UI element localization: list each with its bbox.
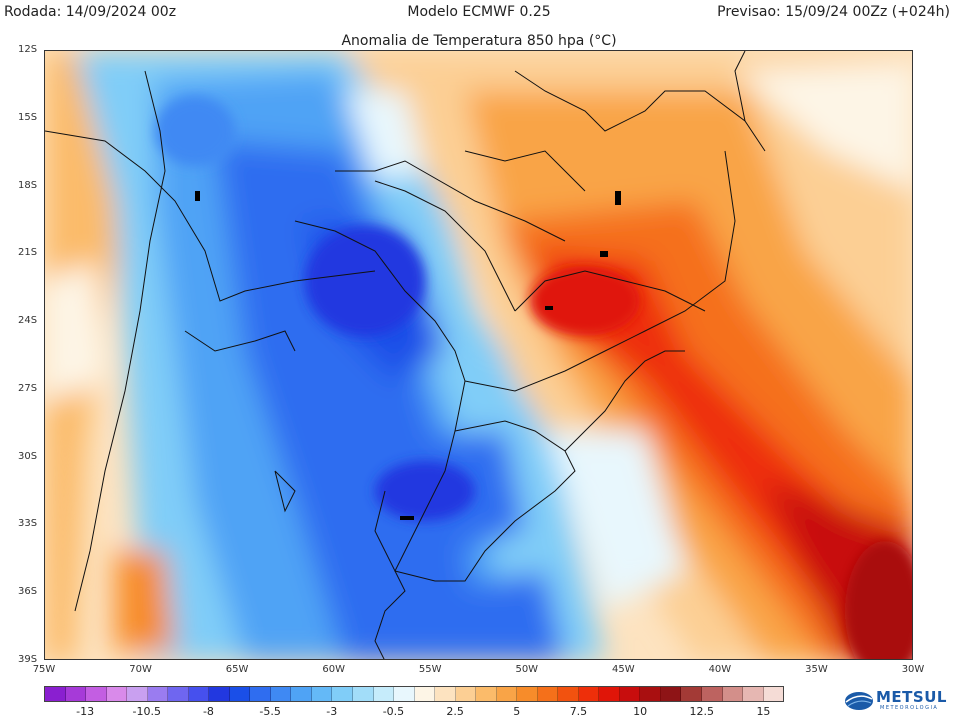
colorbar-swatch bbox=[496, 687, 518, 701]
anomaly-field bbox=[45, 51, 912, 659]
colorbar-swatch bbox=[681, 687, 702, 701]
lat-label: 15S bbox=[18, 111, 38, 123]
colorbar-swatch bbox=[229, 687, 251, 701]
colorbar-swatch bbox=[476, 687, 497, 701]
colorbar-swatch bbox=[640, 687, 661, 701]
lat-label: 27S bbox=[18, 382, 38, 394]
globe-icon bbox=[845, 692, 873, 710]
colorbar-swatch bbox=[537, 687, 559, 701]
metsul-logo: METSUL METEOROLOGIA bbox=[842, 688, 954, 716]
model-name: Modelo ECMWF 0.25 bbox=[407, 4, 551, 20]
colorbar-swatch bbox=[45, 687, 66, 701]
colorbar-swatch bbox=[209, 687, 230, 701]
colorbar-swatch bbox=[106, 687, 128, 701]
colorbar-swatch bbox=[147, 687, 169, 701]
colorbar-tick-label: -8 bbox=[202, 705, 214, 718]
colorbar-swatch bbox=[763, 687, 784, 701]
colorbar-tick-label: 5 bbox=[513, 705, 521, 718]
map-title: Anomalia de Temperatura 850 hpa (°C) bbox=[341, 33, 617, 49]
colorbar-swatch bbox=[578, 687, 600, 701]
cold-core-detail bbox=[155, 96, 912, 659]
colorbar-swatch bbox=[127, 687, 148, 701]
lat-label: 18S bbox=[18, 179, 38, 191]
colorbar-swatch bbox=[435, 687, 456, 701]
colorbar-tick-label: -0.5 bbox=[382, 705, 405, 718]
lon-label: 40W bbox=[708, 664, 732, 675]
colorbar-swatch bbox=[291, 687, 312, 701]
colorbar-swatch bbox=[373, 687, 395, 701]
colorbar-swatch bbox=[558, 687, 579, 701]
lon-label: 65W bbox=[225, 664, 249, 675]
colorbar-swatch bbox=[65, 687, 87, 701]
lat-label: 33S bbox=[18, 518, 38, 530]
colorbar-swatch bbox=[188, 687, 210, 701]
colorbar-swatch bbox=[394, 687, 415, 701]
lat-label: 12S bbox=[18, 44, 38, 55]
colorbar-tick-label: -5.5 bbox=[259, 705, 281, 718]
colorbar-tick-label: 2.5 bbox=[446, 705, 464, 718]
colorbar-swatch bbox=[599, 687, 620, 701]
colorbar-tick-label: 7.5 bbox=[569, 705, 588, 718]
colorbar-tick-label: -13 bbox=[76, 705, 95, 718]
lat-label: 39S bbox=[18, 654, 38, 665]
colorbar-swatch bbox=[722, 687, 744, 701]
colorbar-swatch bbox=[311, 687, 333, 701]
lon-label: 75W bbox=[32, 664, 56, 675]
colorbar-tick-label: -3 bbox=[326, 705, 338, 718]
colorbar-tick-label: 15 bbox=[756, 705, 771, 718]
lat-label: 21S bbox=[18, 247, 38, 259]
lon-label: 30W bbox=[901, 664, 925, 675]
forecast-time: Previsao: 15/09/24 00Zz (+024h) bbox=[717, 4, 950, 20]
logo-subtitle: METEOROLOGIA bbox=[880, 705, 939, 711]
colorbar-swatch bbox=[743, 687, 764, 701]
colorbar-tick-label: 10 bbox=[633, 705, 648, 718]
colorbar-swatch bbox=[86, 687, 107, 701]
colorbar-swatch bbox=[702, 687, 723, 701]
colorbar-swatch bbox=[414, 687, 436, 701]
lon-label: 35W bbox=[805, 664, 828, 675]
run-date: Rodada: 14/09/2024 00z bbox=[4, 4, 177, 20]
lon-label: 45W bbox=[612, 664, 635, 675]
lat-label: 36S bbox=[18, 586, 38, 598]
colorbar-tick-label: 12.5 bbox=[689, 705, 715, 718]
colorbar-tick-label: -10.5 bbox=[132, 705, 161, 718]
colorbar-swatch bbox=[455, 687, 477, 701]
lon-label: 70W bbox=[129, 664, 152, 675]
colorbar-swatch bbox=[660, 687, 682, 701]
colorbar-swatch bbox=[619, 687, 641, 701]
colorbar-swatch bbox=[168, 687, 189, 701]
lakes bbox=[195, 191, 621, 520]
lon-label: 60W bbox=[322, 664, 345, 675]
colorbar-swatch bbox=[332, 687, 353, 701]
lat-label: 24S bbox=[18, 315, 38, 327]
colorbar-swatch bbox=[270, 687, 292, 701]
political-boundaries bbox=[45, 51, 766, 659]
lon-label: 50W bbox=[515, 664, 539, 675]
colorbar-swatch bbox=[250, 687, 271, 701]
colorbar-swatch bbox=[517, 687, 538, 701]
lat-label: 30S bbox=[18, 450, 38, 462]
colorbar-swatch bbox=[352, 687, 374, 701]
logo-name: METSUL bbox=[876, 688, 947, 706]
anomaly-map bbox=[44, 50, 913, 660]
lon-label: 55W bbox=[418, 664, 442, 675]
colorbar bbox=[44, 686, 784, 702]
